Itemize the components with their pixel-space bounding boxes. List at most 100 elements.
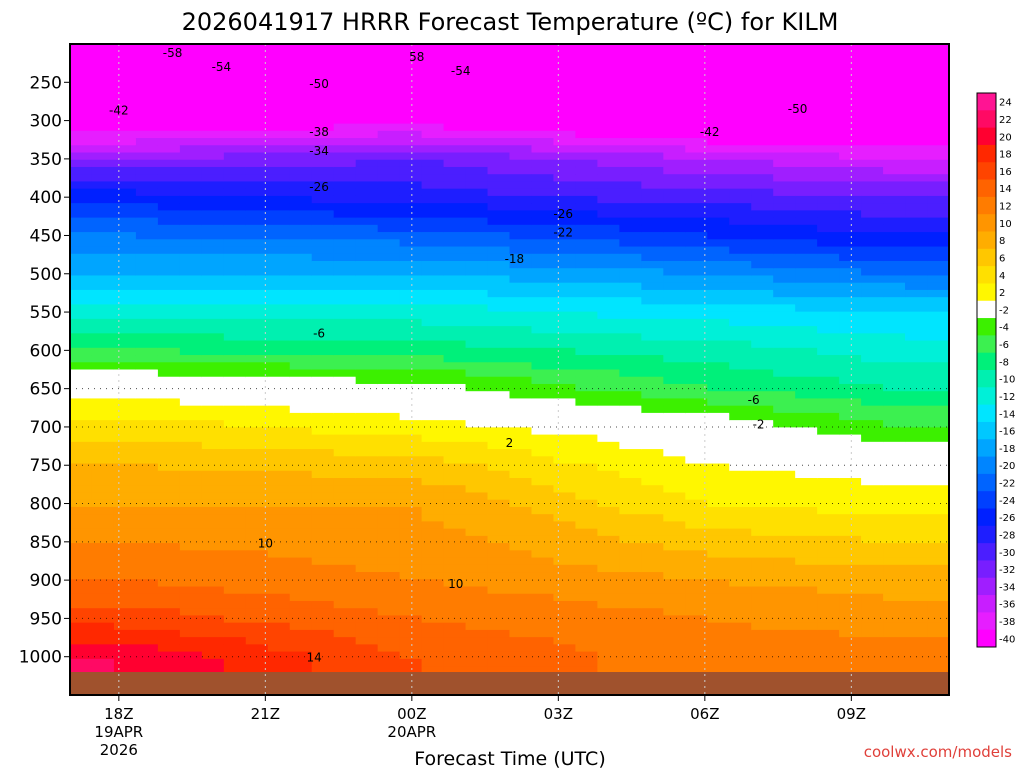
temperature-cell	[707, 72, 730, 81]
temperature-cell	[685, 485, 708, 494]
temperature-cell	[751, 195, 774, 204]
temperature-cell	[377, 441, 401, 450]
temperature-cell	[883, 666, 906, 674]
temperature-cell	[905, 347, 928, 356]
temperature-cell	[487, 412, 511, 421]
temperature-cell	[663, 340, 686, 349]
temperature-cell	[135, 398, 159, 407]
temperature-cell	[91, 463, 115, 472]
temperature-cell	[905, 362, 928, 371]
temperature-cell	[795, 557, 818, 566]
temperature-cell	[883, 246, 906, 255]
temperature-cell	[927, 80, 949, 88]
temperature-cell	[905, 355, 928, 363]
temperature-cell	[927, 557, 949, 566]
temperature-cell	[333, 347, 357, 356]
temperature-cell	[443, 608, 467, 617]
temperature-cell	[751, 449, 774, 457]
temperature-cell	[135, 478, 159, 486]
temperature-cell	[883, 586, 906, 595]
temperature-cell	[465, 478, 489, 486]
temperature-cell	[465, 579, 489, 588]
temperature-cell	[663, 326, 686, 334]
temperature-cell	[861, 369, 884, 378]
temperature-cell	[91, 297, 115, 305]
temperature-cell	[311, 492, 335, 501]
temperature-cell	[333, 456, 357, 465]
temperature-cell	[883, 340, 906, 349]
temperature-cell	[135, 420, 159, 428]
temperature-cell	[883, 658, 906, 667]
temperature-cell	[289, 145, 313, 154]
temperature-cell	[773, 470, 796, 479]
temperature-cell	[311, 499, 335, 508]
temperature-cell	[311, 622, 335, 631]
temperature-cell	[91, 347, 115, 356]
temperature-cell	[157, 441, 181, 450]
temperature-cell	[619, 441, 642, 450]
temperature-cell	[883, 572, 906, 580]
temperature-cell	[597, 485, 620, 494]
temperature-cell	[465, 629, 489, 638]
temperature-cell	[377, 130, 401, 139]
temperature-cell	[267, 58, 291, 67]
temperature-cell	[773, 174, 796, 183]
temperature-cell	[685, 304, 708, 313]
temperature-cell	[685, 311, 708, 320]
temperature-cell	[267, 615, 291, 624]
temperature-cell	[377, 145, 401, 154]
temperature-cell	[773, 593, 796, 602]
temperature-cell	[531, 383, 555, 392]
temperature-cell	[91, 333, 115, 342]
temperature-cell	[267, 463, 291, 472]
temperature-cell	[399, 138, 423, 146]
temperature-cell	[443, 116, 467, 125]
temperature-cell	[355, 217, 379, 226]
temperature-cell	[663, 383, 686, 392]
temperature-cell	[597, 376, 620, 385]
temperature-cell	[597, 188, 620, 197]
temperature-cell	[531, 456, 555, 465]
temperature-cell	[135, 181, 159, 190]
temperature-cell	[839, 506, 862, 515]
temperature-cell	[157, 608, 181, 617]
temperature-cell	[795, 138, 818, 146]
temperature-cell	[355, 420, 379, 428]
temperature-cell	[399, 593, 423, 602]
temperature-cell	[509, 456, 533, 465]
temperature-cell	[773, 44, 796, 52]
temperature-cell	[641, 412, 664, 421]
temperature-cell	[201, 600, 225, 609]
temperature-cell	[201, 658, 225, 667]
temperature-cell	[70, 58, 93, 67]
temperature-cell	[465, 572, 489, 580]
temperature-cell	[663, 333, 686, 342]
temperature-cell	[333, 340, 357, 349]
temperature-cell	[531, 644, 555, 653]
temperature-cell	[245, 412, 269, 421]
colorbar-swatch	[977, 196, 996, 215]
temperature-cell	[641, 239, 664, 248]
temperature-cell	[927, 441, 949, 450]
temperature-cell	[355, 51, 379, 60]
temperature-cell	[751, 629, 774, 638]
temperature-cell	[553, 304, 577, 313]
temperature-cell	[179, 188, 203, 197]
temperature-cell	[311, 543, 335, 551]
temperature-cell	[927, 564, 949, 573]
temperature-cell	[553, 449, 577, 457]
temperature-cell	[553, 145, 577, 154]
temperature-cell	[421, 44, 445, 52]
temperature-cell	[509, 246, 533, 255]
temperature-cell	[487, 123, 511, 132]
temperature-cell	[487, 166, 511, 175]
temperature-cell	[70, 637, 93, 645]
temperature-cell	[179, 405, 203, 414]
temperature-cell	[795, 282, 818, 291]
temperature-cell	[641, 297, 664, 305]
temperature-cell	[91, 369, 115, 378]
temperature-cell	[179, 528, 203, 537]
temperature-cell	[641, 65, 664, 74]
temperature-cell	[289, 318, 313, 327]
temperature-cell	[443, 203, 467, 211]
